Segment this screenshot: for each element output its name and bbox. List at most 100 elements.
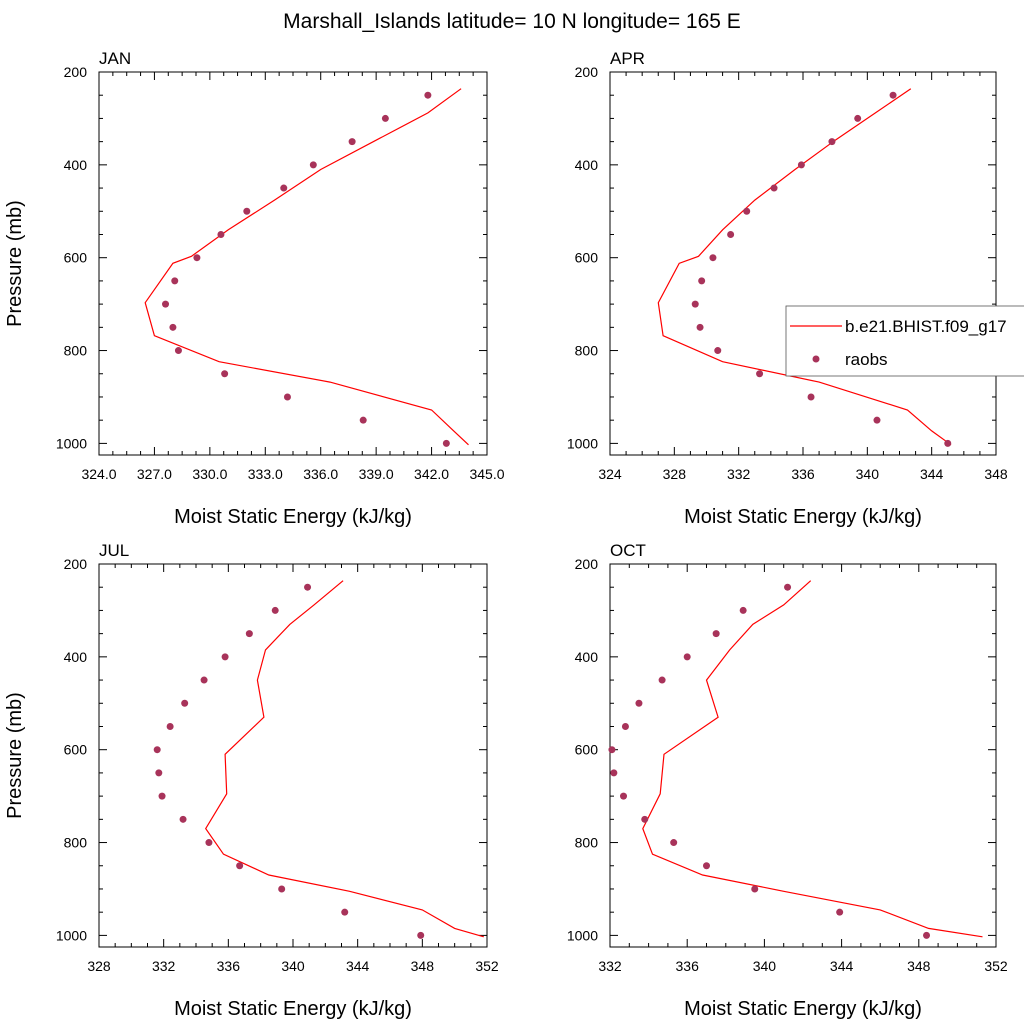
series-line-model: [144, 88, 469, 446]
raobs-point: [341, 908, 349, 916]
raobs-point: [889, 91, 897, 99]
x-tick-label: 344: [920, 466, 944, 482]
raobs-point: [923, 931, 931, 939]
y-tick-label: 600: [64, 250, 88, 266]
legend-dot-marker: [812, 355, 820, 363]
x-tick-label: 328: [87, 958, 111, 974]
plot-frame: [609, 71, 997, 456]
raobs-point: [610, 769, 618, 777]
raobs-point: [181, 699, 189, 707]
x-tick-label: 345.0: [469, 466, 504, 482]
y-tick-label: 1000: [567, 435, 598, 451]
y-tick-label: 200: [575, 556, 599, 572]
raobs-point: [944, 439, 952, 447]
raobs-point: [158, 792, 166, 800]
y-tick-label: 200: [575, 64, 599, 80]
raobs-point: [756, 370, 764, 378]
y-tick-label: 800: [64, 343, 88, 359]
raobs-point: [278, 885, 286, 893]
x-axis-label: Moist Static Energy (kJ/kg): [174, 998, 412, 1020]
x-tick-label: 336: [217, 958, 241, 974]
x-tick-label: 352: [475, 958, 499, 974]
raobs-point: [179, 815, 187, 823]
raobs-point: [200, 676, 208, 684]
x-tick-label: 348: [907, 958, 931, 974]
panel-label: APR: [610, 49, 645, 68]
raobs-point: [280, 184, 288, 192]
raobs-point: [221, 370, 229, 378]
raobs-point: [359, 416, 367, 424]
x-tick-label: 332: [152, 958, 176, 974]
y-tick-label: 400: [64, 157, 88, 173]
raobs-point: [797, 161, 805, 169]
series-line-model: [204, 580, 484, 938]
y-tick-label: 400: [575, 157, 599, 173]
y-tick-label: 200: [64, 64, 88, 80]
x-axis-label: Moist Static Energy (kJ/kg): [684, 998, 922, 1020]
panel-label: JUL: [99, 541, 129, 560]
raobs-point: [739, 606, 747, 614]
raobs-point: [205, 839, 213, 847]
panels: JAN 324.0 327.0 330.0 333.0 336.0 339.0 342.0 34…: [4, 49, 1008, 1020]
x-tick-label: 333.0: [248, 466, 283, 482]
raobs-point: [217, 230, 225, 238]
raobs-point: [348, 138, 356, 146]
raobs-point: [309, 161, 317, 169]
raobs-point: [620, 792, 628, 800]
x-tick-label: 336.0: [303, 466, 338, 482]
raobs-point: [283, 393, 291, 401]
raobs-point: [635, 699, 643, 707]
x-tick-label: 328: [663, 466, 687, 482]
plot-frame: [609, 563, 997, 948]
raobs-point: [243, 207, 251, 215]
x-axis-label: Moist Static Energy (kJ/kg): [174, 506, 412, 528]
raobs-point: [873, 416, 881, 424]
raobs-point: [169, 323, 177, 331]
y-tick-label: 800: [575, 343, 599, 359]
raobs-point: [442, 439, 450, 447]
raobs-point: [709, 254, 717, 262]
y-tick-label: 600: [575, 742, 599, 758]
raobs-point: [770, 184, 778, 192]
y-tick-label: 200: [64, 556, 88, 572]
raobs-point: [703, 862, 710, 870]
raobs-point: [727, 230, 735, 238]
raobs-point: [641, 815, 649, 823]
legend-label-model: b.e21.BHIST.f09_g17: [845, 317, 1007, 336]
y-tick-label: 400: [64, 649, 88, 665]
plot-frame: [98, 71, 488, 456]
panel-jan: JAN 324.0 327.0 330.0 333.0 336.0 339.0 342.0 34…: [4, 49, 505, 528]
legend-box: [785, 305, 1024, 377]
x-tick-label: 332: [727, 466, 751, 482]
raobs-point: [691, 300, 699, 308]
x-tick-label: 342.0: [414, 466, 449, 482]
x-tick-label: 336: [676, 958, 700, 974]
y-axis-label: Pressure (mb): [4, 692, 26, 819]
series-line-model: [642, 580, 983, 938]
raobs-point: [807, 393, 815, 401]
x-tick-label: 332: [598, 958, 622, 974]
legend-label-raobs: raobs: [845, 350, 888, 369]
raobs-point: [658, 676, 666, 684]
raobs-point: [174, 347, 182, 355]
raobs-point: [784, 583, 792, 591]
x-tick-label: 348: [411, 958, 435, 974]
raobs-point: [828, 138, 836, 146]
raobs-point: [696, 323, 704, 331]
y-axis-label: Pressure (mb): [4, 200, 26, 327]
y-tick-label: 800: [64, 835, 88, 851]
raobs-point: [670, 839, 678, 847]
y-tick-label: 1000: [56, 435, 87, 451]
panel-label: JAN: [99, 49, 131, 68]
x-tick-label: 324.0: [81, 466, 116, 482]
x-tick-label: 339.0: [359, 466, 394, 482]
x-tick-label: 340: [281, 958, 305, 974]
x-axis-label: Moist Static Energy (kJ/kg): [684, 506, 922, 528]
raobs-point: [381, 114, 389, 122]
x-tick-label: 344: [830, 958, 854, 974]
raobs-point: [162, 300, 170, 308]
raobs-point: [171, 277, 179, 285]
x-tick-label: 327.0: [137, 466, 172, 482]
